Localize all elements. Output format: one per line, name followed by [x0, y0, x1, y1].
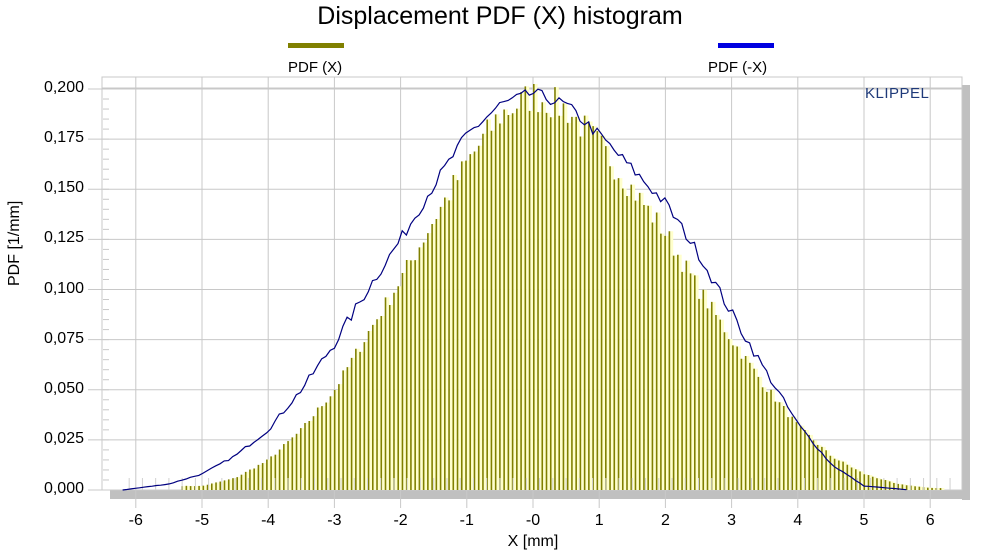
x-tick-label: 4 — [793, 512, 803, 529]
y-tick-label: 0,200 — [43, 79, 84, 96]
y-tick-label: 0,175 — [43, 129, 84, 147]
y-tick-label: 0,100 — [43, 279, 84, 297]
y-tick-label: 0,050 — [43, 379, 84, 397]
frame-shadow-bottom — [110, 490, 970, 499]
x-tick-label: -0 — [525, 512, 541, 529]
y-tick-label: 0,000 — [43, 480, 84, 497]
x-tick-label: -1 — [459, 512, 474, 529]
y-tick-label: 0,025 — [43, 429, 84, 447]
x-axis-label: X [mm] — [507, 533, 559, 550]
minor-ticks — [103, 88, 109, 491]
y-tick-label: 0,075 — [43, 329, 84, 347]
legend-swatch-pdf-minus-x — [718, 43, 774, 48]
y-axis-label: PDF [1/mm] — [6, 200, 23, 286]
legend-label-pdf-minus-x: PDF (-X) — [708, 59, 768, 76]
x-tick-label: -4 — [261, 512, 276, 529]
line-pdf-minus-x — [122, 88, 907, 491]
x-tick-label: -3 — [327, 512, 342, 529]
x-tick-label: 3 — [727, 512, 737, 529]
legend-swatch-pdf-x — [288, 43, 344, 48]
chart-title: Displacement PDF (X) histogram — [317, 2, 683, 30]
legend-label-pdf-x: PDF (X) — [288, 59, 343, 76]
x-tick-label: 5 — [859, 512, 869, 529]
x-tick-label: 1 — [594, 512, 604, 529]
x-tick-label: -5 — [194, 512, 210, 529]
y-tick-label: 0,125 — [43, 229, 84, 247]
y-tick-label: 0,150 — [43, 179, 84, 197]
x-tick-label: 2 — [660, 512, 670, 529]
frame-shadow-right — [962, 85, 970, 500]
x-tick-label: -2 — [393, 512, 408, 529]
x-tick-label: -6 — [128, 512, 143, 529]
brand-logo-text: KLIPPEL — [865, 85, 930, 102]
x-tick-label: 6 — [925, 512, 935, 529]
histogram-bars-pdf-x — [128, 84, 951, 491]
